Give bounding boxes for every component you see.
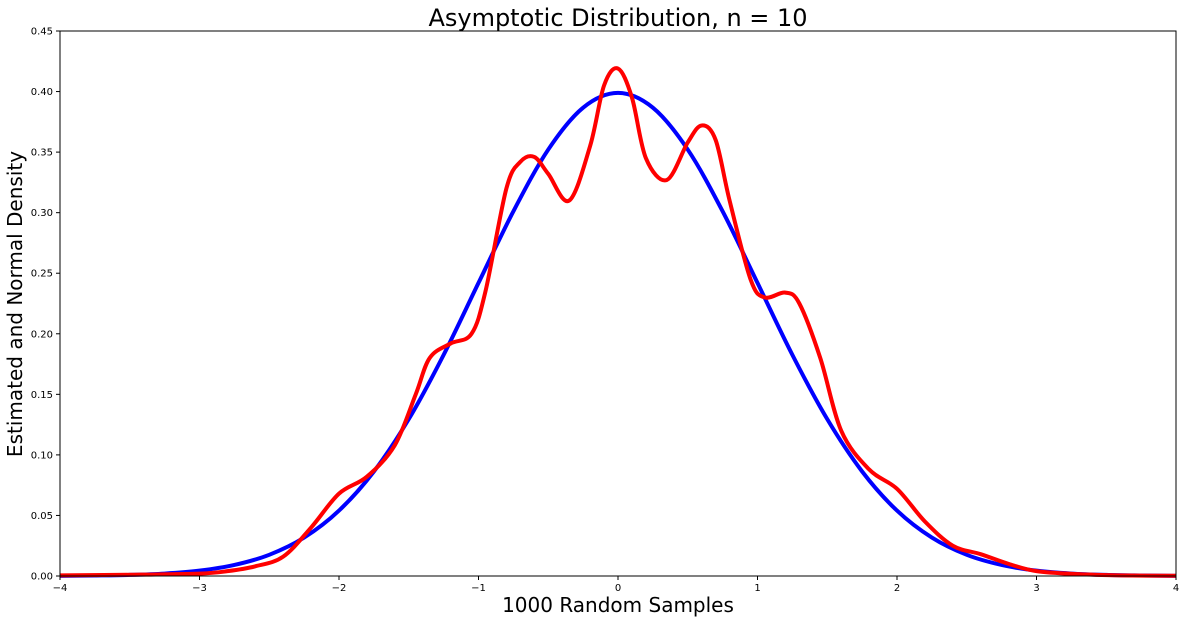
y-axis-ticks: 0.00 0.05 0.10 0.15 0.20 0.25 0.30 0.35 0.40 0.45 bbox=[31, 27, 60, 583]
y-tick-label: 0.05 bbox=[31, 511, 53, 522]
series-line-1 bbox=[59, 90, 1177, 578]
x-tick-label: −1 bbox=[471, 583, 486, 594]
x-axis-ticks: −4 −3 −2 −1 0 1 2 3 4 bbox=[53, 576, 1179, 594]
y-tick-label: 0.00 bbox=[31, 572, 53, 583]
y-tick-label: 0.40 bbox=[31, 87, 53, 98]
x-tick-label: 4 bbox=[1173, 583, 1179, 594]
x-tick-label: −2 bbox=[332, 583, 347, 594]
plot-lines bbox=[59, 66, 1177, 578]
x-tick-label: 0 bbox=[615, 583, 621, 594]
y-axis-label: Estimated and Normal Density bbox=[3, 151, 27, 457]
y-tick-label: 0.45 bbox=[31, 27, 53, 38]
x-tick-label: −3 bbox=[192, 583, 207, 594]
x-tick-label: 2 bbox=[894, 583, 900, 594]
chart-title: Asymptotic Distribution, n = 10 bbox=[428, 4, 807, 32]
y-tick-label: 0.15 bbox=[31, 390, 53, 401]
y-tick-label: 0.25 bbox=[31, 269, 53, 280]
y-tick-label: 0.10 bbox=[31, 450, 53, 461]
y-tick-label: 0.30 bbox=[31, 208, 53, 219]
y-tick-label: 0.20 bbox=[31, 329, 53, 340]
x-tick-label: 3 bbox=[1033, 583, 1039, 594]
x-tick-label: 1 bbox=[754, 583, 760, 594]
plot-frame bbox=[59, 30, 1177, 577]
y-tick-label: 0.35 bbox=[31, 148, 53, 159]
series-line-2 bbox=[59, 66, 1177, 578]
x-axis-label: 1000 Random Samples bbox=[502, 593, 734, 617]
x-tick-label: −4 bbox=[53, 583, 68, 594]
